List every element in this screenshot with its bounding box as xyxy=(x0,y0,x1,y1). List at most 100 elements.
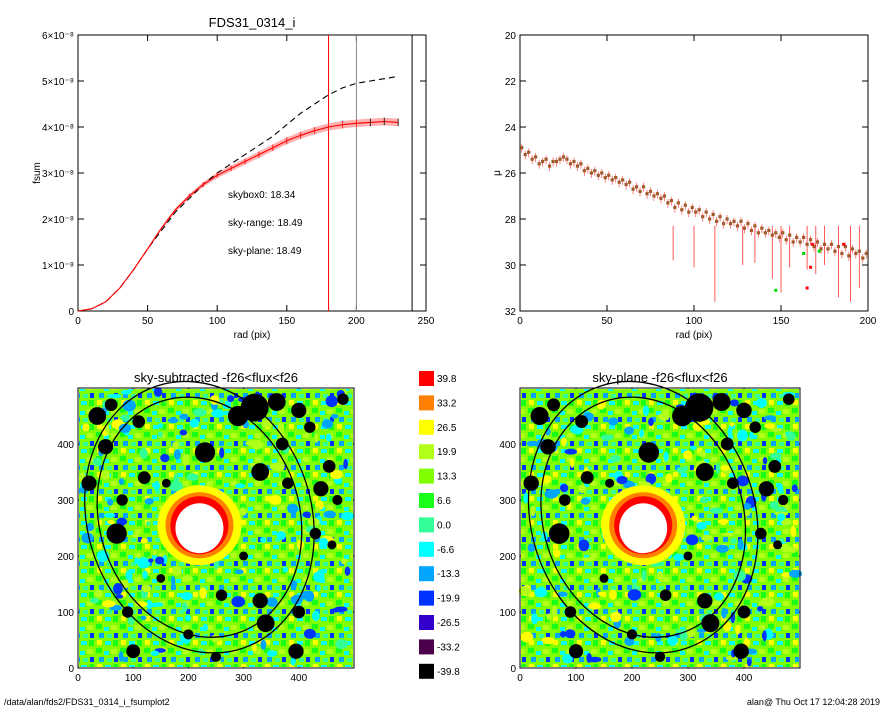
map-left-noise-blob xyxy=(122,399,136,412)
profile-point xyxy=(774,231,778,235)
profile-point xyxy=(537,162,541,166)
map-right-noise-blob xyxy=(673,553,685,561)
map-left-xtick-label: 300 xyxy=(235,673,252,684)
growth-error-band xyxy=(78,117,399,311)
map-right-noise-blob xyxy=(743,502,752,510)
profile-point xyxy=(617,180,621,184)
map-left-masked-star xyxy=(256,614,275,633)
profile-point xyxy=(628,180,632,184)
profile-point xyxy=(781,231,785,235)
map-right-masked-star xyxy=(697,593,713,609)
map-right-aperture-inner xyxy=(540,396,747,638)
map-left-noise-blob xyxy=(329,469,343,480)
profile-point-green xyxy=(817,249,821,253)
map-left-masked-star xyxy=(304,421,316,433)
map-right-noise-blob xyxy=(570,457,575,468)
map-left-noise-blob xyxy=(251,642,257,652)
map-right-noise-blob xyxy=(729,422,735,427)
profile-point xyxy=(544,157,548,161)
profile-point xyxy=(558,157,562,161)
map-left-noise-blob xyxy=(179,429,188,436)
profile-point xyxy=(833,249,837,253)
map-right-xtick-label: 300 xyxy=(680,673,697,684)
map-right-noise-blob xyxy=(564,448,578,455)
profile-point xyxy=(645,192,649,196)
map-left-noise-blob xyxy=(82,423,90,432)
map-left-noise-blob xyxy=(115,594,124,599)
profile-point xyxy=(582,169,586,173)
profile-point xyxy=(610,178,614,182)
map-left-noise-blob xyxy=(118,423,132,434)
profile-point xyxy=(575,164,580,168)
map-left-masked-star xyxy=(126,644,141,659)
profile-ytick-label: 26 xyxy=(505,169,517,180)
map-right-noise-blob xyxy=(721,532,735,537)
map-left-noise-blob xyxy=(325,395,338,408)
map-left-ytick-label: 0 xyxy=(68,664,74,675)
map-right-noise-blob xyxy=(743,510,751,517)
map-left-noise-blob xyxy=(89,597,99,604)
map-right-noise-blob xyxy=(737,538,744,550)
map-right-noise-blob xyxy=(691,515,698,522)
profile-point xyxy=(655,192,660,196)
map-left-noise-blob xyxy=(211,409,225,418)
growth-xtick-label: 100 xyxy=(209,316,226,327)
footer-timestamp: alan@ Thu Oct 17 12:04:28 2019 xyxy=(747,697,880,707)
profile-point xyxy=(718,215,722,219)
profile-point xyxy=(836,245,841,249)
map-left-noise-blob xyxy=(266,650,278,657)
map-right-xtick-label: 100 xyxy=(568,673,585,684)
map-left-masked-star xyxy=(88,407,107,425)
map-right-noise-blob xyxy=(721,607,727,619)
profile-point xyxy=(621,178,625,182)
map-right-noise-blob xyxy=(696,521,707,530)
map-right-noise-blob xyxy=(608,417,619,426)
map-left-noise-blob xyxy=(300,590,312,600)
map-right-aperture-outer xyxy=(527,380,759,654)
map-right-noise-blob xyxy=(701,534,713,542)
profile-point xyxy=(648,189,653,193)
map-left-masked-star xyxy=(97,439,114,455)
profile-point xyxy=(676,201,680,205)
map-left-noise-blob xyxy=(314,432,319,443)
profile-point xyxy=(850,247,854,251)
profile-point xyxy=(551,159,555,164)
map-left-noise-blob xyxy=(152,549,157,556)
profile-point xyxy=(554,159,559,164)
map-right-noise-blob xyxy=(746,658,752,667)
map-right-masked-star xyxy=(733,643,749,659)
profile-point xyxy=(659,196,663,200)
map-right-noise-blob xyxy=(730,611,736,624)
map-right-noise-blob xyxy=(722,621,732,632)
profile-point xyxy=(697,208,701,212)
map-right-noise-blob xyxy=(769,500,779,510)
map-left-masked-star xyxy=(327,540,337,550)
map-left-noise-blob xyxy=(120,414,131,422)
profile-point xyxy=(652,194,656,198)
colorbar-swatch xyxy=(419,493,434,508)
profile-xtick-label: 0 xyxy=(517,316,523,327)
map-left-masked-star xyxy=(252,593,268,609)
map-right-noise-blob xyxy=(763,415,777,421)
map-right-noise-blob xyxy=(663,451,669,462)
map-left-xtick-label: 0 xyxy=(75,673,81,684)
map-left-noise-blob xyxy=(239,507,247,516)
map-left-noise-blob xyxy=(133,557,140,564)
growth-xtick-label: 50 xyxy=(142,316,154,327)
profile-point xyxy=(683,203,687,207)
map-right-xtick-label: 0 xyxy=(517,673,523,684)
map-left-noise-blob xyxy=(219,447,225,459)
map-right-noise-blob xyxy=(639,429,645,438)
map-left-noise-blob xyxy=(171,575,176,587)
profile-point-red xyxy=(810,242,814,246)
map-right-masked-star xyxy=(654,651,666,662)
map-left-noise-blob xyxy=(302,511,311,518)
map-right-noise-blob xyxy=(657,570,664,583)
map-right-noise-blob xyxy=(788,569,803,578)
growth-xtick-label: 250 xyxy=(418,316,435,327)
profile-point xyxy=(802,235,806,239)
map-right-noise-blob xyxy=(777,483,784,494)
profile-point xyxy=(561,155,566,159)
map-right-noise-blob xyxy=(698,450,707,458)
map-left-noise-blob xyxy=(318,537,329,548)
